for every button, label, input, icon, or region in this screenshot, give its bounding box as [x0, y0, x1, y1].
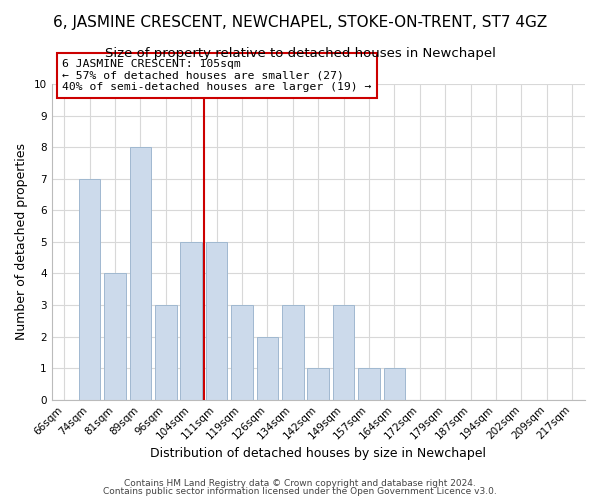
- Bar: [104, 274, 126, 400]
- Text: 6, JASMINE CRESCENT, NEWCHAPEL, STOKE-ON-TRENT, ST7 4GZ: 6, JASMINE CRESCENT, NEWCHAPEL, STOKE-ON…: [53, 15, 547, 30]
- Bar: [206, 242, 227, 400]
- Text: Contains public sector information licensed under the Open Government Licence v3: Contains public sector information licen…: [103, 487, 497, 496]
- Bar: [358, 368, 380, 400]
- Bar: [282, 305, 304, 400]
- Bar: [155, 305, 176, 400]
- Bar: [257, 336, 278, 400]
- Text: Size of property relative to detached houses in Newchapel: Size of property relative to detached ho…: [104, 48, 496, 60]
- Bar: [231, 305, 253, 400]
- Text: Contains HM Land Registry data © Crown copyright and database right 2024.: Contains HM Land Registry data © Crown c…: [124, 478, 476, 488]
- Bar: [383, 368, 405, 400]
- Text: 6 JASMINE CRESCENT: 105sqm
← 57% of detached houses are smaller (27)
40% of semi: 6 JASMINE CRESCENT: 105sqm ← 57% of deta…: [62, 58, 371, 92]
- Bar: [79, 178, 100, 400]
- Bar: [333, 305, 355, 400]
- Bar: [181, 242, 202, 400]
- Bar: [130, 147, 151, 400]
- Bar: [307, 368, 329, 400]
- Y-axis label: Number of detached properties: Number of detached properties: [15, 144, 28, 340]
- X-axis label: Distribution of detached houses by size in Newchapel: Distribution of detached houses by size …: [150, 447, 486, 460]
